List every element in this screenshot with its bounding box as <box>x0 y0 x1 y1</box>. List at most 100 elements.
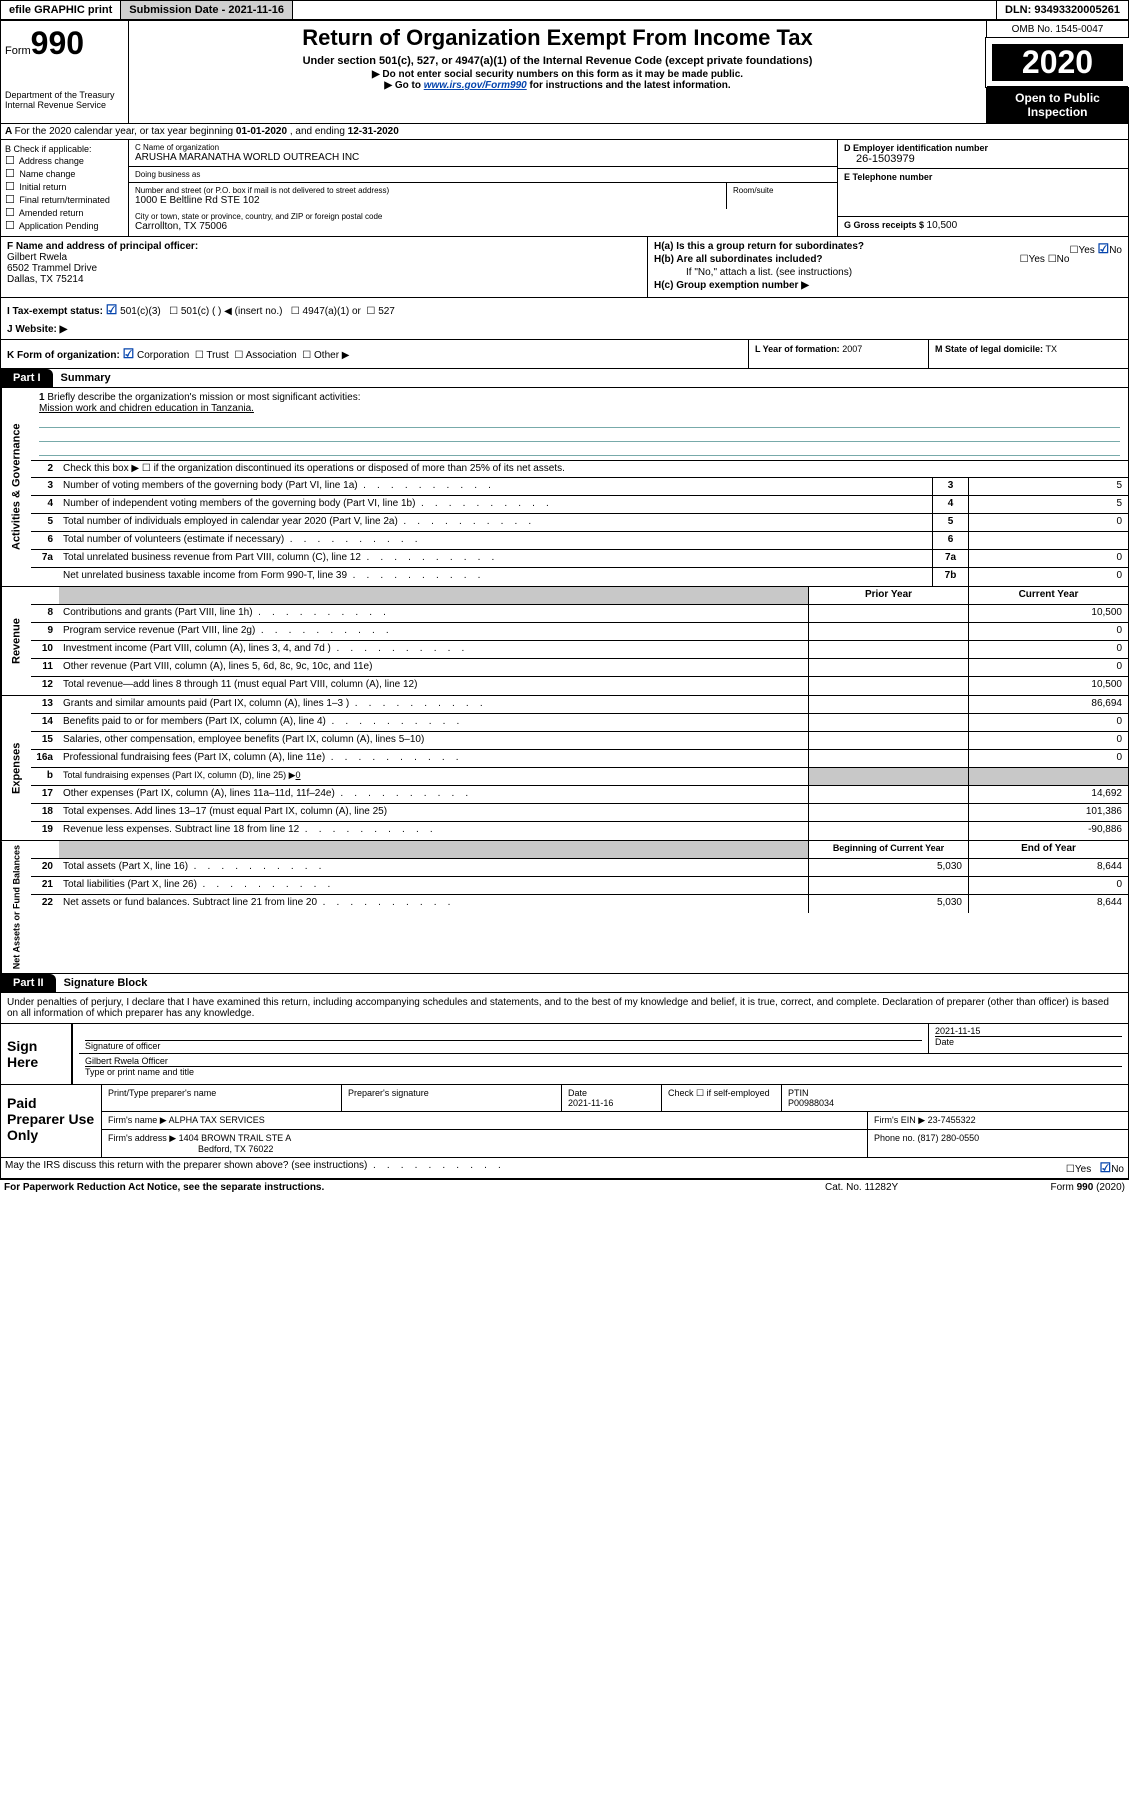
paid-preparer-label: Paid Preparer Use Only <box>1 1085 101 1157</box>
l17-prior <box>808 786 968 803</box>
l6-num: 6 <box>31 532 59 549</box>
domicile: TX <box>1046 344 1058 354</box>
row-m: M State of legal domicile: TX <box>928 340 1128 368</box>
prep-sig-label: Preparer's signature <box>342 1085 562 1111</box>
l1-text: Briefly describe the organization's miss… <box>47 392 360 403</box>
ha-yes[interactable]: Yes <box>1078 245 1094 256</box>
l19-text: Revenue less expenses. Subtract line 18 … <box>63 824 299 835</box>
l13-num: 13 <box>31 696 59 713</box>
dln-value: 93493320005261 <box>1034 4 1120 16</box>
header-center: Return of Organization Exempt From Incom… <box>129 21 986 123</box>
chk-initial-return[interactable]: Initial return <box>19 182 66 192</box>
submission-date: Submission Date - 2021-11-16 <box>121 1 293 19</box>
l16b-num: b <box>31 768 59 785</box>
l11-current: 0 <box>968 659 1128 676</box>
chk-pending[interactable]: Application Pending <box>19 221 99 231</box>
part2-tab: Part II <box>1 974 56 992</box>
prep-date: 2021-11-16 <box>568 1098 613 1108</box>
l19-num: 19 <box>31 822 59 840</box>
l4-val: 5 <box>968 496 1128 513</box>
ptin-label: PTIN <box>788 1088 809 1098</box>
l6-val <box>968 532 1128 549</box>
firm-phone: (817) 280-0550 <box>918 1133 980 1143</box>
l7a-text: Total unrelated business revenue from Pa… <box>63 552 361 563</box>
l12-prior <box>808 677 968 695</box>
chk-address-change[interactable]: Address change <box>19 156 84 166</box>
dept-treasury: Department of the Treasury <box>5 90 124 100</box>
l16a-current: 0 <box>968 750 1128 767</box>
hb-no[interactable]: No <box>1057 254 1070 265</box>
l4-num: 4 <box>31 496 59 513</box>
l3-val: 5 <box>968 478 1128 495</box>
l10-current: 0 <box>968 641 1128 658</box>
hb-note: If "No," attach a list. (see instruction… <box>654 267 1122 278</box>
firm-ein-label: Firm's EIN ▶ <box>874 1115 928 1125</box>
opt-501c[interactable]: 501(c) ( ) ◀ (insert no.) <box>181 306 283 317</box>
part1-title: Summary <box>53 369 119 387</box>
submission-label: Submission Date - <box>129 4 228 16</box>
part1-tab: Part I <box>1 369 53 387</box>
opt-corp[interactable]: Corporation <box>137 350 189 361</box>
l8-prior <box>808 605 968 622</box>
l21-text: Total liabilities (Part X, line 26) <box>63 879 197 890</box>
prep-date-label: Date <box>568 1088 587 1098</box>
firm-name: ALPHA TAX SERVICES <box>169 1115 265 1125</box>
row-a-mid: , and ending <box>290 126 348 137</box>
firm-addr2: Bedford, TX 76022 <box>108 1144 273 1154</box>
label-revenue: Revenue <box>1 587 31 695</box>
opt-assoc[interactable]: Association <box>246 350 297 361</box>
l14-num: 14 <box>31 714 59 731</box>
firm-addr1: 1404 BROWN TRAIL STE A <box>179 1133 292 1143</box>
col-b: B Check if applicable: ☐ Address change … <box>1 140 129 236</box>
discuss-text: May the IRS discuss this return with the… <box>5 1160 367 1171</box>
l14-text: Benefits paid to or for members (Part IX… <box>63 716 326 727</box>
efile-label[interactable]: efile GRAPHIC print <box>1 1 121 19</box>
topbar: efile GRAPHIC print Submission Date - 20… <box>0 0 1129 20</box>
section-activities: Activities & Governance 1 Briefly descri… <box>1 388 1128 587</box>
chk-name-change[interactable]: Name change <box>19 169 75 179</box>
gross-value: 10,500 <box>927 220 958 231</box>
bottom-row: For Paperwork Reduction Act Notice, see … <box>0 1180 1129 1195</box>
sig-name: Gilbert Rwela Officer <box>85 1056 1122 1066</box>
hb-yes[interactable]: Yes <box>1029 254 1045 265</box>
opt-501c3[interactable]: 501(c)(3) <box>120 306 161 317</box>
tax-year-end: 12-31-2020 <box>348 126 399 137</box>
cat-no: Cat. No. 11282Y <box>825 1182 985 1193</box>
l13-text: Grants and similar amounts paid (Part IX… <box>63 698 349 709</box>
note-ssn: Do not enter social security numbers on … <box>382 69 743 80</box>
row-a-pre: For the 2020 calendar year, or tax year … <box>15 126 236 137</box>
dln-label: DLN: <box>1005 4 1034 16</box>
row-fgh: F Name and address of principal officer:… <box>1 237 1128 298</box>
officer-addr2: Dallas, TX 75214 <box>7 274 84 285</box>
sign-here-block: Sign Here Signature of officer 2021-11-1… <box>1 1024 1128 1085</box>
l16b-prior-shade <box>808 768 968 785</box>
opt-other[interactable]: Other ▶ <box>314 350 349 361</box>
discuss-no[interactable]: No <box>1111 1164 1124 1175</box>
opt-trust[interactable]: Trust <box>206 350 228 361</box>
discuss-yes[interactable]: Yes <box>1075 1164 1091 1175</box>
l7b-text: Net unrelated business taxable income fr… <box>63 570 347 581</box>
l3-text: Number of voting members of the governin… <box>63 480 358 491</box>
city-value: Carrollton, TX 75006 <box>135 221 831 232</box>
line-1: 1 Briefly describe the organization's mi… <box>31 388 1128 460</box>
l1-num: 1 <box>39 392 45 403</box>
pra-notice: For Paperwork Reduction Act Notice, see … <box>4 1182 825 1193</box>
l11-num: 11 <box>31 659 59 676</box>
chk-final-return[interactable]: Final return/terminated <box>19 195 110 205</box>
l6-box: 6 <box>932 532 968 549</box>
block-bcde: B Check if applicable: ☐ Address change … <box>1 140 1128 237</box>
form990-link[interactable]: www.irs.gov/Form990 <box>424 80 527 91</box>
ha-no[interactable]: No <box>1109 245 1122 256</box>
opt-4947[interactable]: 4947(a)(1) or <box>303 306 361 317</box>
l2-text: Check this box ▶ ☐ if the organization d… <box>59 461 1128 477</box>
l18-prior <box>808 804 968 821</box>
l13-prior <box>808 696 968 713</box>
tax-year: 2020 <box>986 38 1129 87</box>
l5-num: 5 <box>31 514 59 531</box>
org-name-label: C Name of organization <box>135 143 831 152</box>
opt-527[interactable]: 527 <box>378 306 395 317</box>
chk-amended[interactable]: Amended return <box>19 208 84 218</box>
prep-selfemp[interactable]: Check ☐ if self-employed <box>662 1085 782 1111</box>
tax-status-label: I Tax-exempt status: <box>7 306 103 317</box>
l20-text: Total assets (Part X, line 16) <box>63 861 188 872</box>
